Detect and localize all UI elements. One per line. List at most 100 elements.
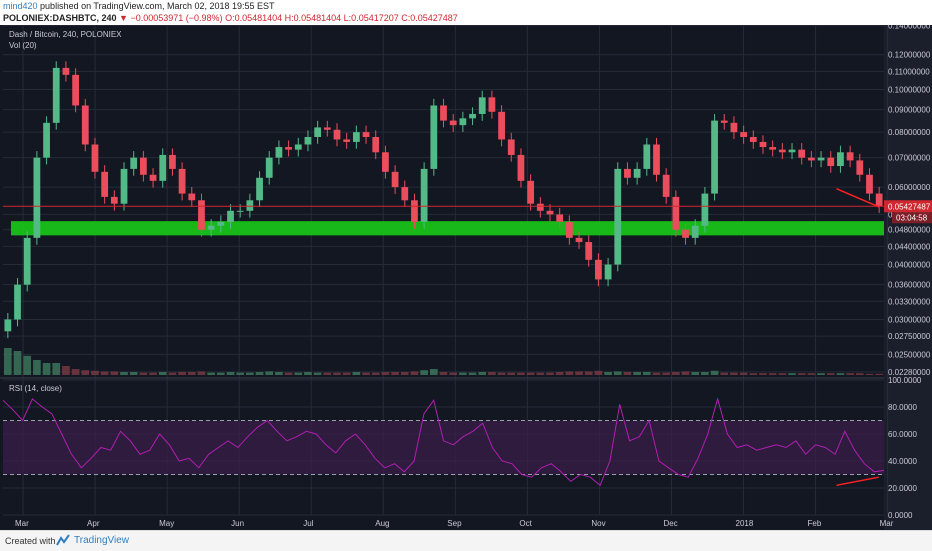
- volume-bar: [865, 373, 874, 375]
- author-link[interactable]: mind420: [3, 1, 38, 11]
- candle-body: [362, 132, 370, 137]
- price-tick-label: 0.02500000: [888, 350, 931, 359]
- volume-bar: [71, 369, 80, 375]
- candle-body: [323, 127, 331, 130]
- volume-bar: [178, 372, 186, 375]
- candle-body: [314, 127, 322, 137]
- countdown-tag: [892, 212, 932, 224]
- candle-body: [256, 177, 263, 201]
- candle-body: [691, 225, 699, 238]
- candle-body: [227, 210, 234, 222]
- volume-bar: [526, 372, 535, 375]
- candle-body: [43, 122, 50, 158]
- volume-bar: [788, 373, 796, 375]
- price-tick-label: 0.03000000: [888, 315, 931, 324]
- price-trend-annotation: [836, 188, 880, 208]
- candle-body: [769, 147, 777, 150]
- candle-body: [23, 237, 31, 285]
- price-change: −0.00053971 (−0.98%): [130, 13, 223, 23]
- volume-bar: [429, 369, 438, 375]
- volume-bar: [720, 372, 729, 375]
- volume-bar: [4, 348, 12, 375]
- volume-bar: [207, 372, 215, 375]
- volume-bar: [149, 372, 157, 375]
- candle-body: [178, 168, 186, 194]
- volume-bar: [672, 372, 680, 375]
- time-tick-label: Apr: [87, 519, 100, 528]
- time-tick-label: Jun: [231, 519, 244, 528]
- candle-body: [304, 136, 312, 145]
- candle-body: [778, 149, 786, 153]
- candle-body: [827, 157, 835, 167]
- candle-body: [169, 154, 176, 169]
- candle-body: [798, 149, 806, 158]
- price-tick-label: 0.04800000: [888, 226, 931, 235]
- volume-bar: [100, 371, 109, 375]
- footer: Created with TradingView: [0, 530, 932, 551]
- time-tick-label: Jul: [303, 519, 313, 528]
- price-tick-label: 0.04000000: [888, 261, 931, 270]
- candle-body: [449, 120, 457, 126]
- volume-bar: [517, 372, 525, 375]
- candle-body: [808, 157, 815, 161]
- candle-body: [149, 174, 157, 181]
- volume-bar: [768, 373, 777, 375]
- price-tick-label: 0.03600000: [888, 281, 931, 290]
- time-tick-label: Aug: [375, 519, 389, 528]
- volume-bar: [371, 372, 380, 375]
- volume-bar: [565, 371, 574, 375]
- candle-body: [837, 152, 844, 167]
- candle-body: [527, 180, 535, 204]
- candle-body: [749, 136, 757, 142]
- candle-body: [207, 225, 215, 230]
- volume-bar: [13, 351, 22, 375]
- volume-bar: [604, 372, 612, 375]
- volume-bar: [536, 372, 545, 375]
- volume-bar: [855, 373, 864, 375]
- candle-body: [856, 160, 864, 175]
- time-tick-label: May: [159, 519, 174, 528]
- price-axis-background: [884, 25, 932, 530]
- volume-bar: [623, 372, 632, 375]
- rsi-line: [2, 397, 885, 487]
- volume-bar: [468, 372, 477, 375]
- candle-body: [91, 144, 99, 172]
- candle-body: [265, 157, 273, 178]
- price-tick-label: 0.08000000: [888, 128, 931, 137]
- rsi-tick-label: 100.0000: [888, 376, 922, 385]
- volume-bar: [439, 372, 448, 375]
- candle-body: [188, 193, 196, 201]
- price-tick-label: 0.04400000: [888, 242, 931, 251]
- tradingview-brand[interactable]: TradingView: [74, 535, 130, 546]
- created-with-text: Created with: [5, 536, 56, 546]
- price-tick-label: 0.03300000: [888, 297, 931, 306]
- volume-bar: [584, 371, 593, 375]
- rsi-divergence-annotation: [836, 476, 879, 487]
- time-tick-label: Mar: [15, 519, 29, 528]
- candle-body: [662, 174, 670, 197]
- volume-bar: [129, 372, 138, 375]
- price-tick-label: 0.12000000: [888, 51, 931, 60]
- price-tick-label: 0.14000000: [888, 25, 931, 30]
- candle-body: [382, 152, 389, 172]
- candle-body: [478, 97, 486, 114]
- volume-bar: [797, 373, 806, 375]
- rsi-tick-label: 80.0000: [888, 403, 917, 412]
- candle-body: [391, 171, 399, 188]
- volume-bar: [807, 373, 816, 375]
- volume-bar: [333, 372, 341, 375]
- rsi-tick-label: 0.0000: [888, 511, 913, 520]
- time-tick-label: 2018: [736, 519, 754, 528]
- candle-body: [372, 136, 380, 153]
- candle-body: [81, 105, 89, 145]
- candle-body: [682, 229, 689, 238]
- candle-body: [488, 97, 496, 112]
- volume-bar: [139, 372, 148, 375]
- volume-bar: [546, 372, 554, 375]
- volume-bar: [691, 372, 700, 375]
- chart-canvas[interactable]: 0.14000000 0.12000000 0.11000000 0.10000000…: [0, 25, 932, 530]
- candle-body: [720, 120, 728, 123]
- volume-bar: [246, 372, 254, 375]
- candle-body: [52, 67, 60, 123]
- candle-body: [817, 157, 825, 161]
